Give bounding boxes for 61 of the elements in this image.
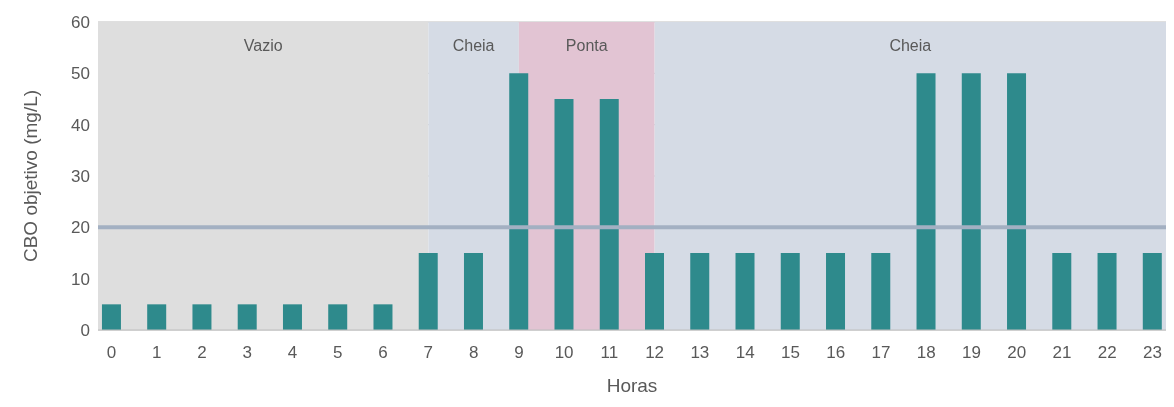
bar [147,304,167,330]
x-tick-label: 21 [1052,343,1072,363]
bar [282,304,302,330]
x-tick-label: 3 [242,343,253,363]
bar [961,73,981,330]
x-tick-label: 6 [378,343,388,363]
bar [645,253,664,330]
x-tick-label: 23 [1142,343,1162,363]
x-tick-label: 16 [826,343,846,363]
y-tick-label: 20 [71,218,90,238]
bar [192,304,212,330]
y-tick-label: 50 [71,64,90,84]
y-tick-label: 10 [71,269,90,289]
bar [101,304,121,330]
x-tick-label: 4 [287,343,298,363]
x-tick-label: 0 [106,343,117,363]
x-tick-label: 5 [333,343,343,363]
bar [237,304,257,330]
bar [418,253,438,330]
bar [554,99,574,330]
x-axis-title: Horas [606,375,658,396]
x-tick-label: 14 [735,343,755,363]
bar [871,253,891,330]
bar [826,253,846,330]
x-tick-label: 15 [780,343,800,363]
bar [328,304,348,330]
x-tick-label: 13 [690,343,710,363]
bar [916,73,936,330]
bar [1142,253,1162,330]
x-tick-label: 11 [600,343,619,363]
x-tick-label: 1 [152,343,162,363]
bar [1097,253,1117,330]
band-label: Ponta [565,37,608,55]
y-tick-label: 40 [71,115,90,135]
bar [1052,253,1072,330]
x-tick-label: 7 [423,343,434,363]
y-axis-title: CBO objetivo (mg/L) [19,89,41,263]
band-label: Cheia [889,37,932,55]
y-tick-label: 0 [80,321,90,341]
bar [509,73,529,330]
bar [599,99,619,330]
bar [1007,73,1027,330]
x-tick-label: 9 [514,343,524,363]
bar [690,253,710,330]
bar [780,253,800,330]
bar [463,253,483,330]
y-tick-label: 30 [71,167,90,187]
bar [735,253,755,330]
x-tick-label: 17 [871,343,891,363]
bar [373,304,393,330]
y-tick-label: 60 [71,13,90,33]
x-tick-label: 8 [468,343,479,363]
band-label: Cheia [452,37,495,55]
x-tick-label: 12 [645,343,665,363]
x-tick-label: 10 [554,343,574,363]
x-tick-label: 20 [1007,343,1027,363]
x-tick-label: 22 [1097,343,1117,363]
x-tick-label: 18 [916,343,936,363]
band-label: Vazio [243,37,283,55]
x-tick-label: 2 [197,343,207,363]
x-tick-label: 19 [961,343,981,363]
